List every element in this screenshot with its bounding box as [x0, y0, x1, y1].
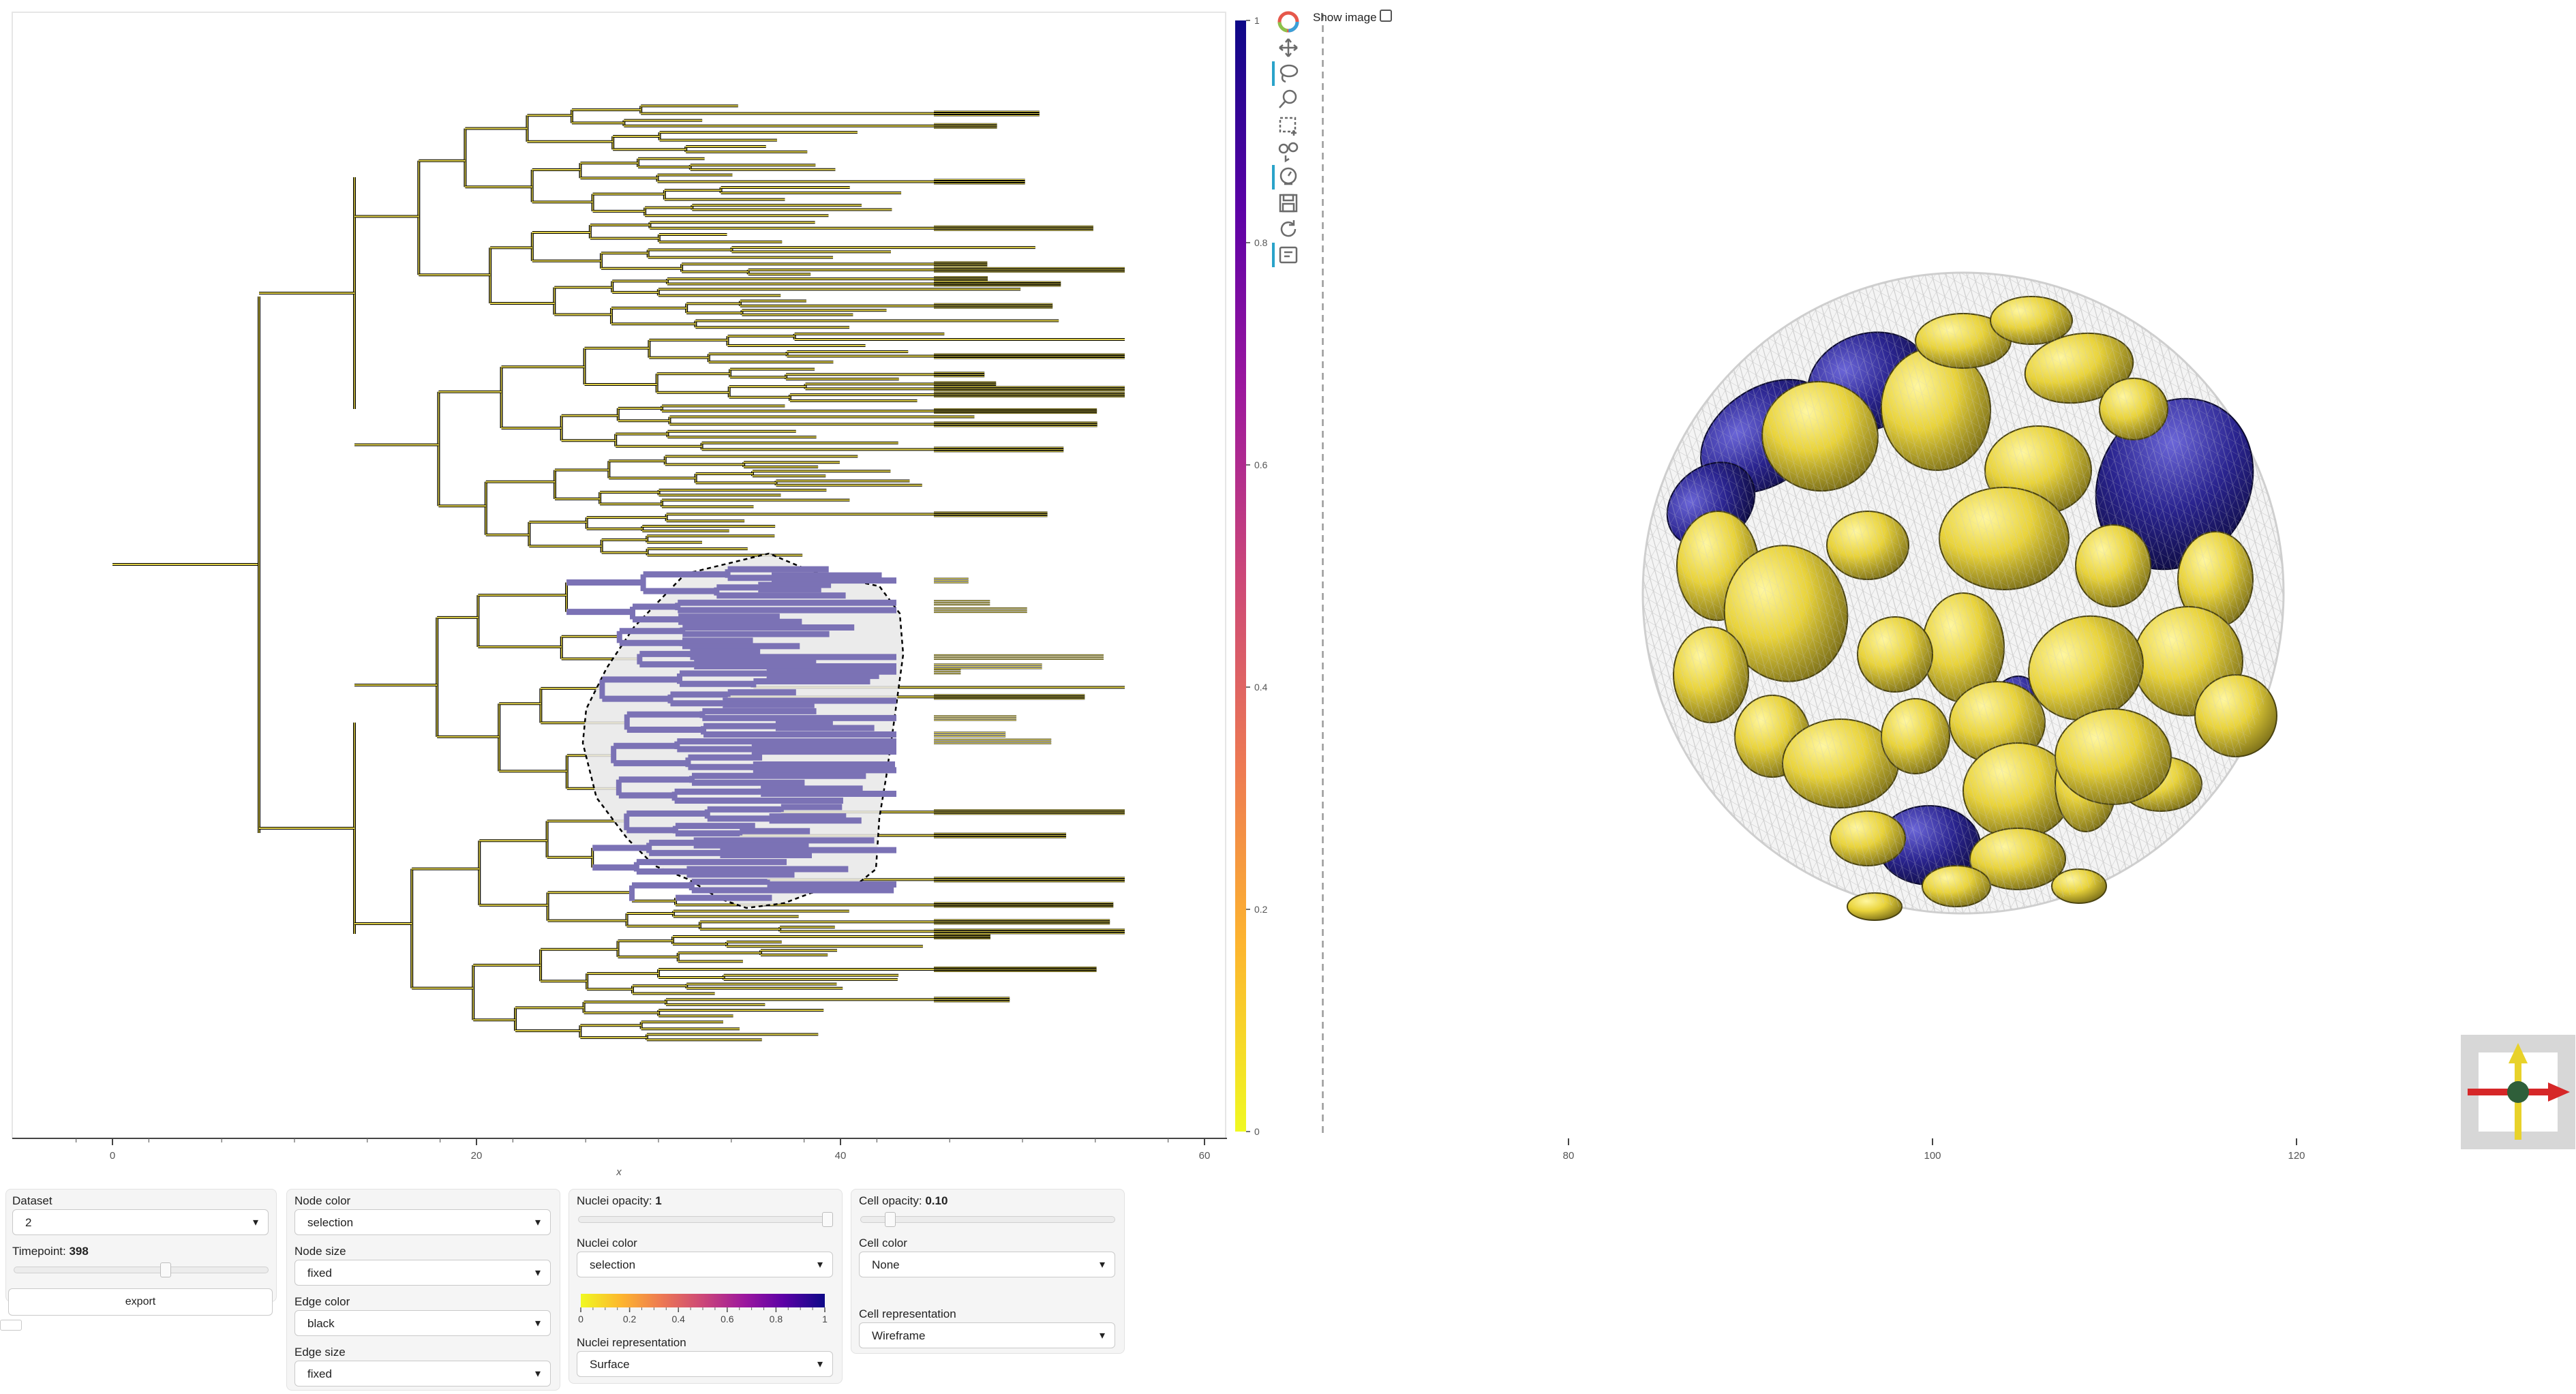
node-color-select[interactable]: selection ▾ [294, 1209, 551, 1235]
orientation-widget[interactable] [2461, 1035, 2575, 1149]
timepoint-label-text: Timepoint: [12, 1245, 66, 1258]
chevron-down-icon: ▾ [534, 1368, 541, 1380]
x-tick-label: 120 [2288, 1150, 2305, 1162]
chevron-down-icon: ▾ [1099, 1330, 1105, 1342]
nuclei-color-value: selection [590, 1258, 636, 1271]
nuclei-colorbar-tick-label: 0.8 [770, 1314, 783, 1324]
show-image-label: Show image [1313, 11, 1377, 24]
cell-opacity-slider[interactable] [860, 1216, 1115, 1223]
nuclei-opacity-label-text: Nuclei opacity: [577, 1194, 652, 1207]
nuclei-colorbar-tick-label: 1 [822, 1314, 828, 1324]
chevron-down-icon: ▾ [817, 1259, 823, 1271]
x-tick-label: 0 [110, 1150, 115, 1162]
x-tick-label: 40 [835, 1150, 847, 1162]
timepoint-slider[interactable] [14, 1267, 269, 1273]
x-axis-label: x [616, 1166, 622, 1178]
small-empty-button[interactable] [0, 1320, 22, 1331]
dataset-select[interactable]: 2 ▾ [12, 1209, 269, 1235]
x-tick-label: 80 [1563, 1150, 1575, 1162]
tap-icon[interactable] [1276, 139, 1301, 164]
timepoint-slider-handle[interactable] [160, 1262, 171, 1277]
chevron-down-icon: ▾ [1099, 1259, 1105, 1271]
nuclei-colorbar-tick-label: 0.2 [623, 1314, 637, 1324]
cell-opacity-label: Cell opacity: 0.10 [859, 1194, 948, 1208]
x-axis-ticks: 0 20 40 60 80 100 120 x [75, 1138, 2305, 1178]
nuclei-representation-label: Nuclei representation [577, 1336, 686, 1349]
nuclei-meshes[interactable] [1643, 273, 2284, 921]
cell-opacity-label-text: Cell opacity: [859, 1194, 922, 1207]
edge-size-value: fixed [307, 1367, 332, 1380]
node-size-label: Node size [294, 1245, 346, 1258]
cell-opacity-value: 0.10 [925, 1194, 948, 1207]
chevron-down-icon: ▾ [534, 1318, 541, 1329]
show-image-checkbox[interactable] [1380, 10, 1392, 22]
edge-size-label: Edge size [294, 1346, 346, 1359]
selected-branches[interactable] [566, 566, 896, 901]
node-color-value: selection [307, 1216, 354, 1229]
cell-representation-select[interactable]: Wireframe ▾ [859, 1322, 1115, 1348]
timepoint-label: Timepoint: 398 [12, 1245, 89, 1258]
nuclei-color-select[interactable]: selection ▾ [577, 1252, 833, 1277]
colorbar-tick-label: 0.4 [1254, 682, 1268, 693]
x-tick-label: 100 [1924, 1150, 1941, 1162]
cell-representation-value: Wireframe [872, 1329, 926, 1342]
box-select-icon[interactable] [1276, 113, 1301, 138]
colorbar [1235, 20, 1246, 1132]
reset-icon[interactable] [1276, 217, 1301, 241]
cell-color-value: None [872, 1258, 900, 1271]
colorbar-tick-label: 0.8 [1254, 237, 1268, 248]
dataset-select-value: 2 [25, 1216, 32, 1229]
chevron-down-icon: ▾ [534, 1267, 541, 1279]
cell-representation-label: Cell representation [859, 1307, 956, 1320]
help-icon[interactable] [1276, 243, 1301, 267]
cell-color-select[interactable]: None ▾ [859, 1252, 1115, 1277]
pan-icon[interactable] [1276, 35, 1301, 60]
edge-color-label: Edge color [294, 1295, 350, 1308]
edge-size-select[interactable]: fixed ▾ [294, 1361, 551, 1387]
timepoint-value: 398 [69, 1245, 89, 1258]
node-color-label: Node color [294, 1194, 351, 1207]
colorbar-tick-label: 0 [1254, 1126, 1260, 1137]
nuclei-colorbar-tick-label: 0 [578, 1314, 584, 1324]
colorbar-tick-label: 0.6 [1254, 459, 1268, 470]
node-size-value: fixed [307, 1267, 332, 1279]
embryo-3d-view[interactable] [1641, 271, 2285, 921]
cell-color-label: Cell color [859, 1237, 907, 1249]
export-button[interactable]: export [8, 1288, 273, 1316]
colorbar-tick-label: 0.2 [1254, 904, 1268, 915]
x-tick-label: 20 [471, 1150, 483, 1162]
chevron-down-icon: ▾ [817, 1359, 823, 1370]
nuclei-opacity-value: 1 [655, 1194, 662, 1207]
nuclei-representation-select[interactable]: Surface ▾ [577, 1351, 833, 1377]
bokeh-logo-icon [1276, 10, 1301, 34]
edge-color-select[interactable]: black ▾ [294, 1310, 551, 1336]
edge-color-value: black [307, 1317, 335, 1330]
colorbar-tick-label: 1 [1254, 15, 1260, 26]
cell-opacity-slider-handle[interactable] [884, 1212, 896, 1227]
dataset-panel [5, 1189, 277, 1302]
colorbar-ticks: 0 0.2 0.4 0.6 0.8 1 [1246, 15, 1268, 1137]
nuclei-colorbar-tick-label: 0.4 [671, 1314, 685, 1324]
lasso-select-icon[interactable] [1276, 61, 1301, 86]
x-tick-label: 60 [1199, 1150, 1211, 1162]
nuclei-opacity-label: Nuclei opacity: 1 [577, 1194, 662, 1208]
dataset-label: Dataset [12, 1194, 52, 1207]
wheel-zoom-icon[interactable] [1276, 87, 1301, 112]
hover-icon[interactable] [1276, 165, 1301, 190]
node-size-select[interactable]: fixed ▾ [294, 1260, 551, 1286]
chevron-down-icon: ▾ [534, 1217, 541, 1228]
nuclei-representation-value: Surface [590, 1358, 630, 1371]
nuclei-opacity-slider-handle[interactable] [822, 1212, 833, 1227]
chevron-down-icon: ▾ [252, 1217, 258, 1228]
nuclei-colorbar: 0 0.2 0.4 0.6 0.8 1 [578, 1294, 828, 1324]
nuclei-opacity-slider[interactable] [578, 1216, 833, 1223]
lineage-tree[interactable] [112, 104, 1125, 1042]
save-icon[interactable] [1276, 191, 1301, 215]
nuclei-colorbar-tick-label: 0.6 [721, 1314, 734, 1324]
nuclei-color-label: Nuclei color [577, 1237, 637, 1249]
